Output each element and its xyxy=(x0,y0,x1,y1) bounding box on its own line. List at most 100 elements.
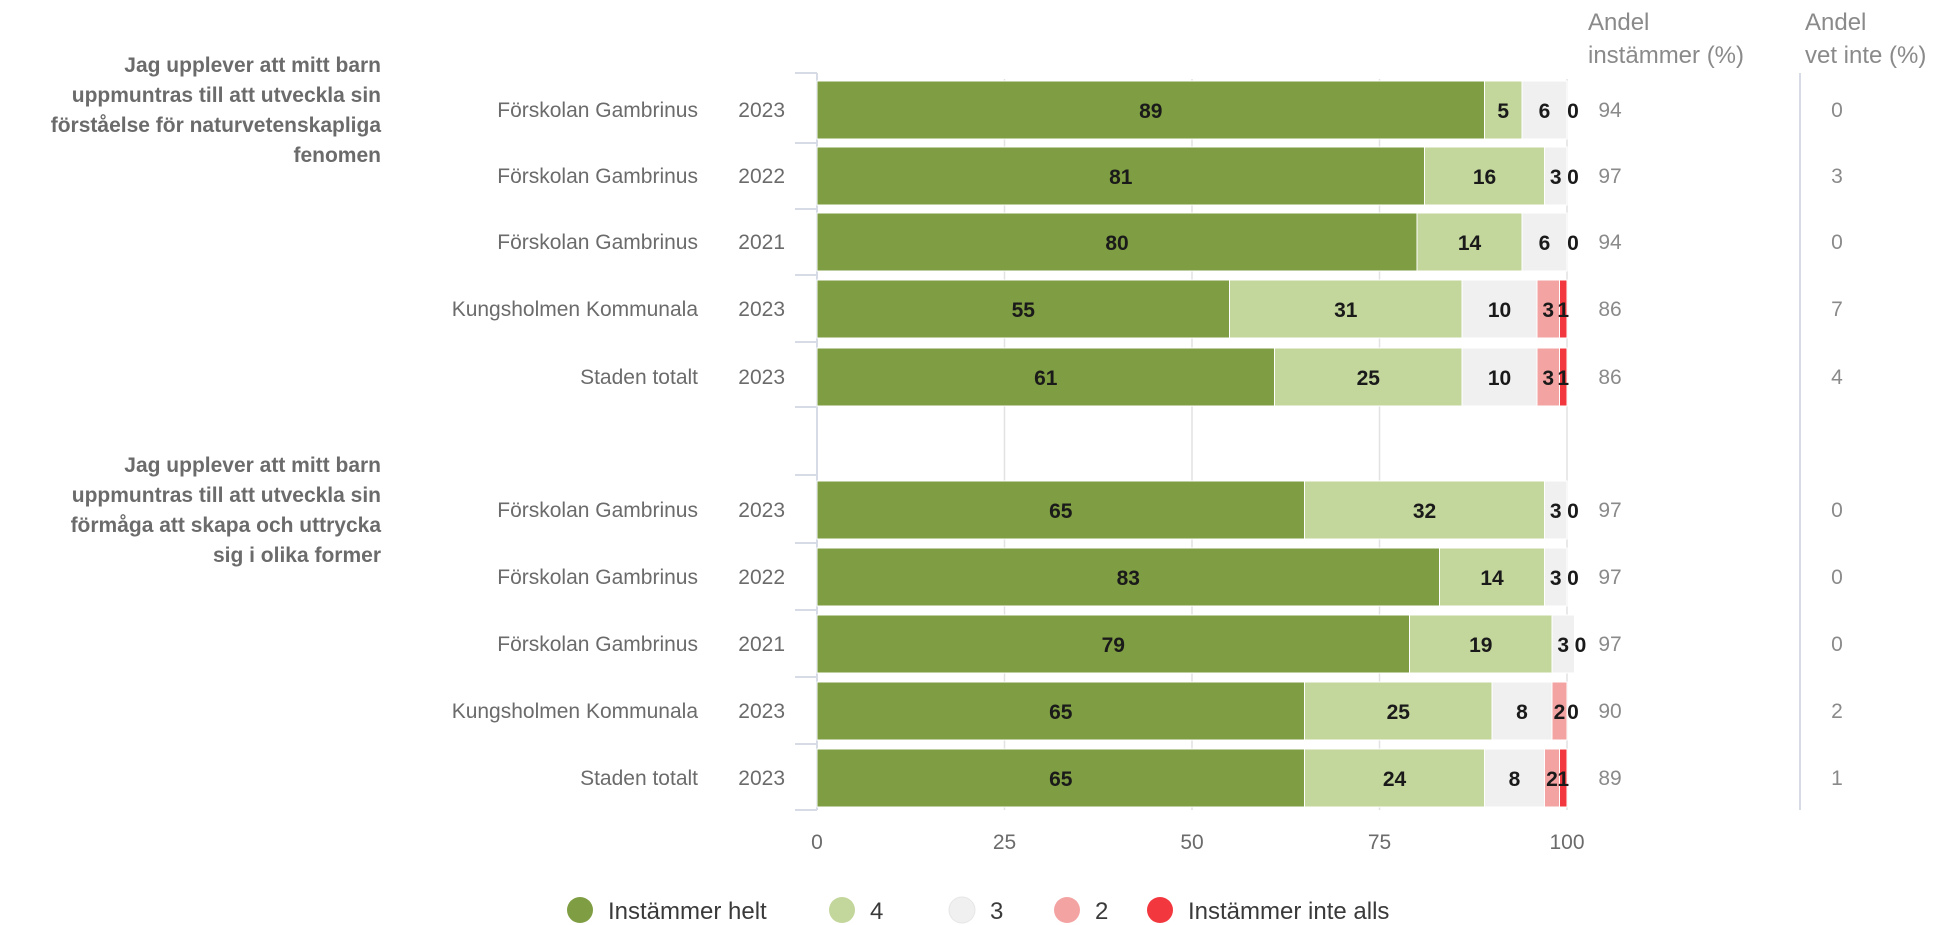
x-tick-label: 25 xyxy=(993,831,1016,854)
unit-label: Förskolan Gambrinus xyxy=(497,499,698,522)
unit-label: Förskolan Gambrinus xyxy=(497,165,698,188)
dontknow-header: vet inte (%) xyxy=(1805,42,1926,69)
data-label: 5 xyxy=(1497,100,1509,123)
data-label: 61 xyxy=(1034,367,1058,390)
bar-segment xyxy=(1461,347,1538,407)
x-axis: 0 25 50 75 100 xyxy=(811,831,1584,854)
data-label: 3 xyxy=(1550,567,1562,590)
data-label: 79 xyxy=(1102,634,1125,657)
data-label: 24 xyxy=(1383,768,1407,791)
dontknow-header: Andel xyxy=(1805,9,1866,36)
agree-share-value: 86 xyxy=(1598,298,1621,321)
legend-swatch xyxy=(1147,897,1173,923)
data-label: 8 xyxy=(1509,768,1521,791)
data-label: 0 xyxy=(1567,166,1579,189)
year-label: 2023 xyxy=(738,499,785,522)
row-labels: Jag upplever att mitt barn uppmuntras til… xyxy=(51,54,785,790)
data-label: 80 xyxy=(1105,232,1128,255)
year-label: 2021 xyxy=(738,633,785,656)
question-label: Jag upplever att mitt barn xyxy=(124,454,381,477)
legend-swatch xyxy=(567,897,593,923)
data-label: 3 xyxy=(1542,367,1554,390)
unit-label: Förskolan Gambrinus xyxy=(497,99,698,122)
unit-label: Kungsholmen Kommunala xyxy=(452,700,699,723)
data-label: 0 xyxy=(1567,701,1579,724)
agree-share-value: 97 xyxy=(1598,566,1621,589)
bar-segment xyxy=(1484,748,1545,808)
question-label: sig i olika former xyxy=(213,544,381,567)
data-label: 19 xyxy=(1469,634,1492,657)
year-label: 2021 xyxy=(738,231,785,254)
legend-label: 2 xyxy=(1095,898,1108,925)
bar-segment xyxy=(816,480,1305,540)
data-label: 1 xyxy=(1557,367,1569,390)
bar-segment xyxy=(1544,146,1568,206)
unit-label: Förskolan Gambrinus xyxy=(497,633,698,656)
bar-segment xyxy=(816,681,1305,741)
bar-segment xyxy=(1439,547,1545,607)
data-label: 3 xyxy=(1550,166,1562,189)
data-label: 65 xyxy=(1049,701,1073,724)
data-label: 14 xyxy=(1480,567,1504,590)
dontknow-share-value: 3 xyxy=(1831,165,1843,188)
legend: Instämmer helt 4 3 2 Instämmer inte alls xyxy=(567,896,1389,925)
dontknow-share-value: 1 xyxy=(1831,767,1843,790)
dontknow-share-value: 7 xyxy=(1831,298,1843,321)
agree-share-value: 97 xyxy=(1598,633,1621,656)
data-label: 6 xyxy=(1539,100,1551,123)
legend-swatch xyxy=(948,896,976,924)
bar-segment xyxy=(816,547,1440,607)
data-label: 14 xyxy=(1458,232,1482,255)
bar-segment xyxy=(1559,279,1568,339)
legend-swatch xyxy=(1054,897,1080,923)
dontknow-share-value: 2 xyxy=(1831,700,1843,723)
agree-share-value: 97 xyxy=(1598,165,1621,188)
data-label: 6 xyxy=(1539,232,1551,255)
bar-segment xyxy=(1544,480,1568,540)
year-label: 2023 xyxy=(738,298,785,321)
legend-label: 3 xyxy=(990,898,1003,925)
legend-label: Instämmer inte alls xyxy=(1188,898,1389,925)
data-label: 1 xyxy=(1557,299,1569,322)
year-label: 2023 xyxy=(738,767,785,790)
question-label: uppmuntras till att utveckla sin xyxy=(72,484,381,507)
data-label: 3 xyxy=(1542,299,1554,322)
data-label: 25 xyxy=(1357,367,1381,390)
data-label: 2 xyxy=(1546,768,1558,791)
dontknow-share-value: 0 xyxy=(1831,566,1843,589)
unit-label: Kungsholmen Kommunala xyxy=(452,298,699,321)
question-label: fenomen xyxy=(293,144,381,167)
dontknow-share-value: 0 xyxy=(1831,633,1843,656)
bar-segment xyxy=(1304,748,1485,808)
agree-share-value: 94 xyxy=(1598,99,1622,122)
year-label: 2022 xyxy=(738,566,785,589)
year-label: 2023 xyxy=(738,700,785,723)
question-label: Jag upplever att mitt barn xyxy=(124,54,381,77)
dontknow-share-value: 4 xyxy=(1831,366,1843,389)
agree-share-value: 94 xyxy=(1598,231,1622,254)
unit-label: Staden totalt xyxy=(580,366,698,389)
data-label: 3 xyxy=(1550,500,1562,523)
year-label: 2023 xyxy=(738,366,785,389)
unit-label: Staden totalt xyxy=(580,767,698,790)
agree-header: instämmer (%) xyxy=(1588,42,1744,69)
bar-segment xyxy=(1229,279,1463,339)
data-label: 2 xyxy=(1554,701,1566,724)
bar-segment xyxy=(1409,614,1553,674)
bar-segment xyxy=(816,146,1425,206)
bar-segment xyxy=(1559,748,1568,808)
data-label: 65 xyxy=(1049,500,1073,523)
unit-label: Förskolan Gambrinus xyxy=(497,231,698,254)
data-label: 81 xyxy=(1109,166,1133,189)
bar-segment xyxy=(1461,279,1538,339)
bar-segment xyxy=(1304,480,1545,540)
data-label: 0 xyxy=(1567,500,1579,523)
data-label: 89 xyxy=(1139,100,1162,123)
data-label: 65 xyxy=(1049,768,1073,791)
bar-segment xyxy=(816,748,1305,808)
bar-segment xyxy=(1521,80,1568,140)
data-label: 1 xyxy=(1557,768,1569,791)
x-tick-label: 0 xyxy=(811,831,823,854)
bar-segment xyxy=(816,279,1230,339)
